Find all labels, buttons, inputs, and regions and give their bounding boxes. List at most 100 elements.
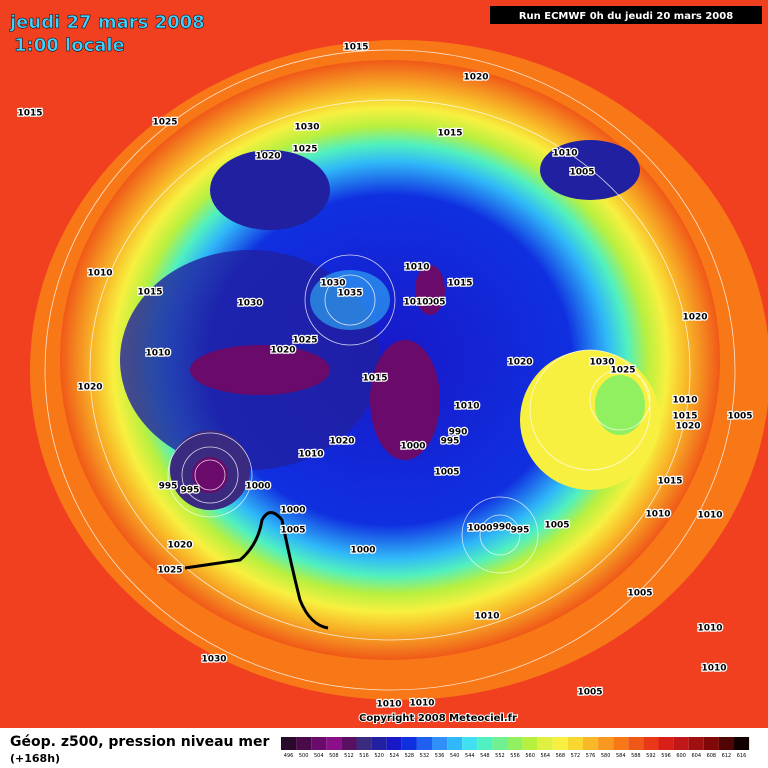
- colorbar-swatch: [432, 737, 448, 750]
- colorbar-label: 544: [465, 753, 475, 759]
- colorbar-swatch: [371, 737, 387, 750]
- run-box: [490, 6, 762, 24]
- isobar-label: 1010: [697, 511, 722, 521]
- isobar-label: 1015: [437, 129, 462, 139]
- colorbar-swatch: [477, 737, 493, 750]
- colorbar-swatch: [598, 737, 614, 750]
- isobar-label: 1010: [697, 624, 722, 634]
- colorbar-swatch: [703, 737, 719, 750]
- isobar-label: 1010: [454, 402, 479, 412]
- isobar-label: 1000: [280, 506, 305, 516]
- isobar-label: 1015: [657, 477, 682, 487]
- isobar-label: 1020: [682, 313, 707, 323]
- colorbar-swatch: [688, 737, 704, 750]
- isobar-label: 1015: [672, 412, 697, 422]
- colorbar-label: 516: [359, 753, 369, 759]
- colorbar-swatch: [507, 737, 523, 750]
- colorbar-label: 548: [480, 753, 490, 759]
- isobar-label: 990: [449, 428, 468, 438]
- legend-title: Géop. z500, pression niveau mer: [10, 734, 269, 750]
- colorbar-label: 572: [571, 753, 581, 759]
- colorbar-swatch: [673, 737, 689, 750]
- colorbar-label: 524: [389, 753, 399, 759]
- isobar-label: 1005: [420, 298, 445, 308]
- colorbar-label: 496: [284, 753, 294, 759]
- colorbar-label: 592: [646, 753, 656, 759]
- colorbar-swatch: [416, 737, 432, 750]
- colorbar-label: 512: [344, 753, 354, 759]
- isobar-label: 1030: [237, 299, 262, 309]
- isobar-label: 995: [441, 437, 460, 447]
- isobar-label: 1015: [17, 109, 42, 119]
- colorbar-label: 600: [676, 753, 686, 759]
- colorbar-label: 536: [435, 753, 445, 759]
- isobar-label: 1005: [577, 688, 602, 698]
- isobar-label: 1010: [474, 612, 499, 622]
- colorbar-swatch: [447, 737, 463, 750]
- colorbar-swatch: [537, 737, 553, 750]
- isobar-label: 1010: [298, 450, 323, 460]
- isobar-label: 1020: [675, 422, 700, 432]
- colorbar-label: 608: [707, 753, 717, 759]
- isobar-label: 1015: [447, 279, 472, 289]
- isobar-label: 1020: [255, 152, 280, 162]
- isobar-label: 1005: [627, 589, 652, 599]
- local-time: 1:00 locale: [14, 35, 125, 56]
- isobar-label: 1020: [77, 383, 102, 393]
- colorbar-label: 500: [299, 753, 309, 759]
- isobar-label: 1015: [343, 43, 368, 53]
- colorbar-label: 576: [586, 753, 596, 759]
- isobar-label: 1025: [157, 566, 182, 576]
- isobar-label: 1015: [137, 288, 162, 298]
- colorbar-label: 564: [540, 753, 550, 759]
- isobar-label: 995: [181, 486, 200, 496]
- isobar-label: 995: [511, 526, 530, 536]
- colorbar-swatch: [356, 737, 372, 750]
- isobar-label: 1030: [320, 279, 345, 289]
- colorbar-swatch: [296, 737, 312, 750]
- colorbar-label: 604: [691, 753, 701, 759]
- colorbar-swatch: [613, 737, 629, 750]
- isobar-label: 1005: [280, 526, 305, 536]
- colorbar-label: 520: [374, 753, 384, 759]
- legend-lead: (+168h): [10, 752, 60, 765]
- isobar-label: 1020: [167, 541, 192, 551]
- run-info: Run ECMWF 0h du jeudi 20 mars 2008: [519, 11, 733, 22]
- isobar-label: 1000: [245, 482, 270, 492]
- colorbar-label: 528: [405, 753, 415, 759]
- colorbar-swatch: [552, 737, 568, 750]
- isobar-label: 1010: [376, 700, 401, 710]
- colorbar-swatch: [658, 737, 674, 750]
- colorbar-label: 612: [722, 753, 732, 759]
- date: jeudi 27 mars 2008: [9, 12, 205, 33]
- colorbar-label: 504: [314, 753, 324, 759]
- isobar-label: 1025: [152, 118, 177, 128]
- isobar-label: 1010: [672, 396, 697, 406]
- colorbar-label: 584: [616, 753, 626, 759]
- colorbar-swatch: [341, 737, 357, 750]
- isobar-label: 1010: [701, 664, 726, 674]
- colorbar-swatch: [326, 737, 342, 750]
- colorbar: 496 500 504 508 512 516 520 524 528 532 536 540 544 5…: [281, 737, 750, 759]
- isobar-label: 1015: [362, 374, 387, 384]
- isobar-label: 1005: [434, 468, 459, 478]
- isobar-label: 1000: [400, 442, 425, 452]
- isobar-label: 990: [493, 523, 512, 533]
- isobar-label: 1030: [201, 655, 226, 665]
- isobar-label: 1010: [87, 269, 112, 279]
- colorbar-label: 556: [510, 753, 520, 759]
- isobar-label: 1030: [589, 358, 614, 368]
- isobar-label: 1020: [507, 358, 532, 368]
- isobar-label: 1010: [645, 510, 670, 520]
- isobar-label: 995: [159, 482, 178, 492]
- isobar-label: 1010: [403, 298, 428, 308]
- colorbar-label: 568: [556, 753, 566, 759]
- isobar-label: 1005: [727, 412, 752, 422]
- colorbar-swatch: [628, 737, 644, 750]
- isobar-label: 1000: [467, 524, 492, 534]
- colorbar-swatch: [567, 737, 583, 750]
- colorbar-swatch: [583, 737, 599, 750]
- colorbar-label: 616: [737, 753, 747, 759]
- copyright: Copyright 2008 Meteociel.fr: [359, 713, 517, 724]
